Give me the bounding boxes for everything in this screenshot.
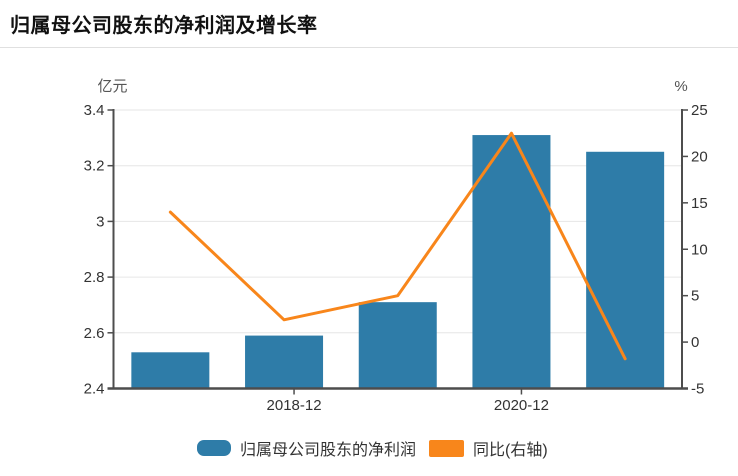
bar-1[interactable] [131,352,210,389]
bar-series-swatch [197,440,231,456]
left-axis-tick-label: 2.6 [84,325,105,342]
legend-item-yoy[interactable]: 同比(右轴) [429,436,548,460]
bar-2[interactable] [245,335,324,389]
x-axis-tick-label: 2018-12 [267,397,322,414]
title-divider [0,47,738,48]
right-axis-tick-label: 10 [691,241,708,258]
bar-5[interactable] [586,151,665,389]
right-axis-tick-label: 15 [691,195,708,212]
yoy-line [168,131,627,361]
right-axis-tick-label: -5 [691,381,704,398]
line-series-swatch [429,439,465,457]
chart-legend: 归属母公司股东的净利润 同比(右轴) [197,436,548,460]
left-axis-unit-label: 亿元 [97,78,127,95]
right-axis-tick-label: 25 [691,102,708,119]
legend-label-net-profit: 归属母公司股东的净利润 [240,442,417,459]
right-axis-tick-label: 5 [691,288,699,305]
left-axis-tick-label: 2.8 [84,269,105,286]
left-axis-tick-label: 2.4 [84,381,105,398]
right-axis-tick-label: 20 [691,148,708,165]
legend-label-yoy: 同比(右轴) [473,442,548,459]
bar-3[interactable] [358,302,437,389]
x-axis-tick-label: 2020-12 [494,397,549,414]
left-axis-tick-label: 3.4 [84,102,105,119]
legend-item-net-profit[interactable]: 归属母公司股东的净利润 [197,436,416,460]
right-axis-unit-label: % [674,78,687,95]
left-axis-tick-label: 3.2 [84,158,105,175]
bar-4[interactable] [472,135,551,389]
right-axis-tick-label: 0 [691,334,699,351]
left-axis-tick-label: 3 [96,213,104,230]
page-title: 归属母公司股东的净利润及增长率 [10,15,318,37]
